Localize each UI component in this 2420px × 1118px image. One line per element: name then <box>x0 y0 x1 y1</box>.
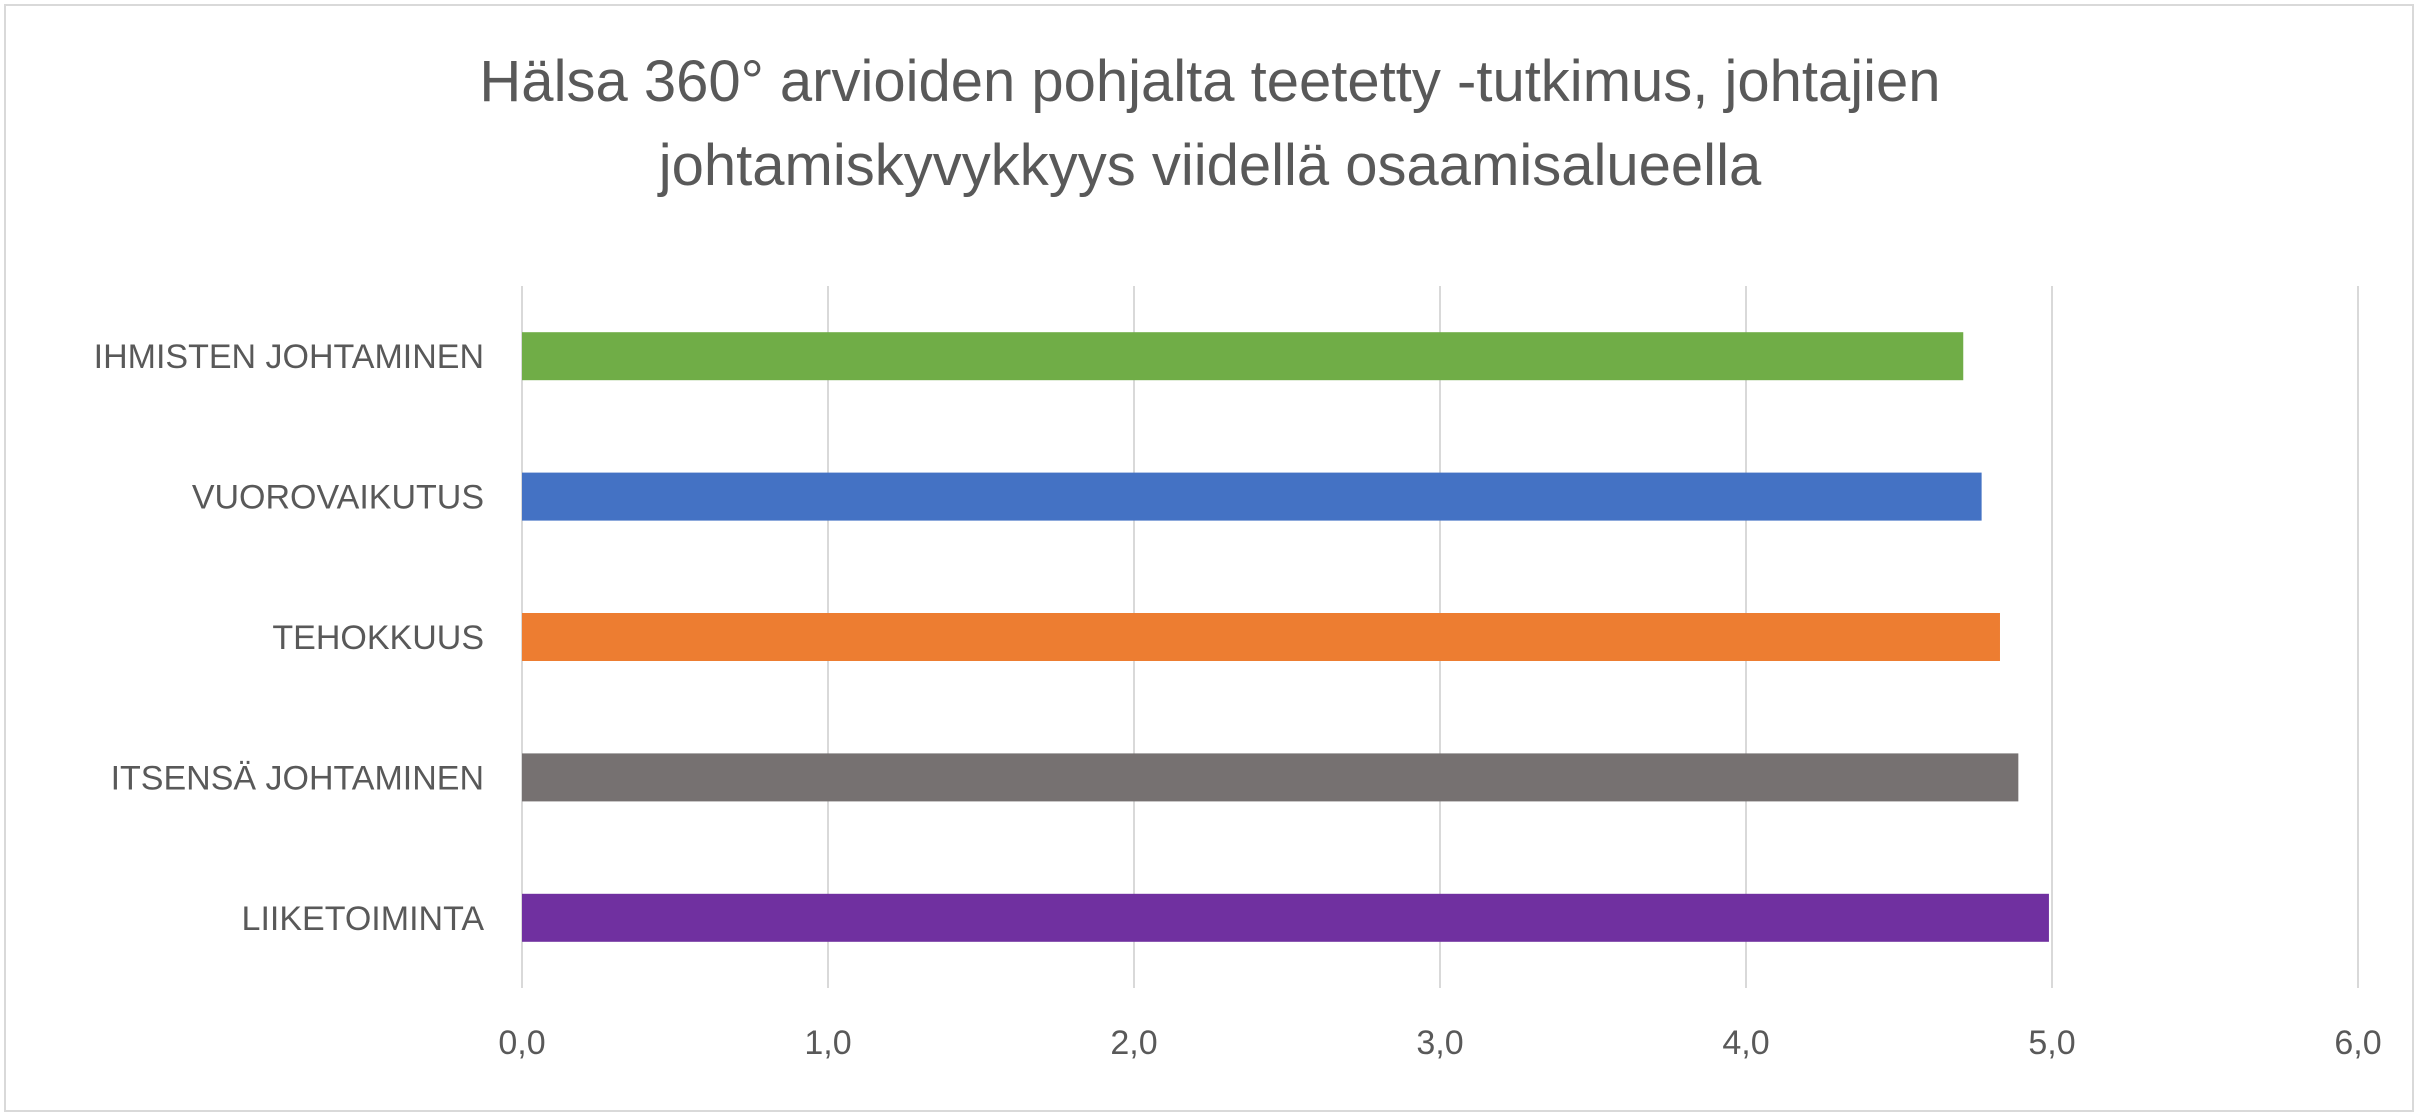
category-label: LIIKETOIMINTA <box>242 900 485 938</box>
category-label: IHMISTEN JOHTAMINEN <box>94 338 484 376</box>
category-label: ITSENSÄ JOHTAMINEN <box>111 759 484 797</box>
bar <box>522 613 2000 661</box>
x-tick-label: 4,0 <box>1722 1024 1769 1062</box>
x-tick-label: 1,0 <box>804 1024 851 1062</box>
category-labels: IHMISTEN JOHTAMINEN VUOROVAIKUTUS TEHOKKUU… <box>94 338 485 938</box>
bar <box>522 893 2049 942</box>
bar <box>522 332 1964 381</box>
bar <box>522 472 1982 521</box>
bars <box>522 332 2049 942</box>
x-tick-label: 2,0 <box>1110 1024 1157 1062</box>
x-tick-label: 6,0 <box>2334 1024 2381 1062</box>
bar <box>522 753 2019 802</box>
chart-title-line-2: johtamiskyvykkyys viidellä osaamisalueel… <box>658 133 1762 198</box>
x-tick-label: 5,0 <box>2028 1024 2075 1062</box>
chart-title-line-1: Hälsa 360° arvioiden pohjalta teetetty -… <box>479 49 1941 114</box>
x-tick-label: 0,0 <box>498 1024 545 1062</box>
chart-title: Hälsa 360° arvioiden pohjalta teetetty -… <box>0 40 2420 208</box>
category-label: TEHOKKUUS <box>272 619 484 657</box>
x-tick-label: 3,0 <box>1416 1024 1463 1062</box>
category-label: VUOROVAIKUTUS <box>192 479 484 517</box>
x-tick-labels: 0,0 1,0 2,0 3,0 4,0 5,0 6,0 <box>498 1024 2381 1062</box>
